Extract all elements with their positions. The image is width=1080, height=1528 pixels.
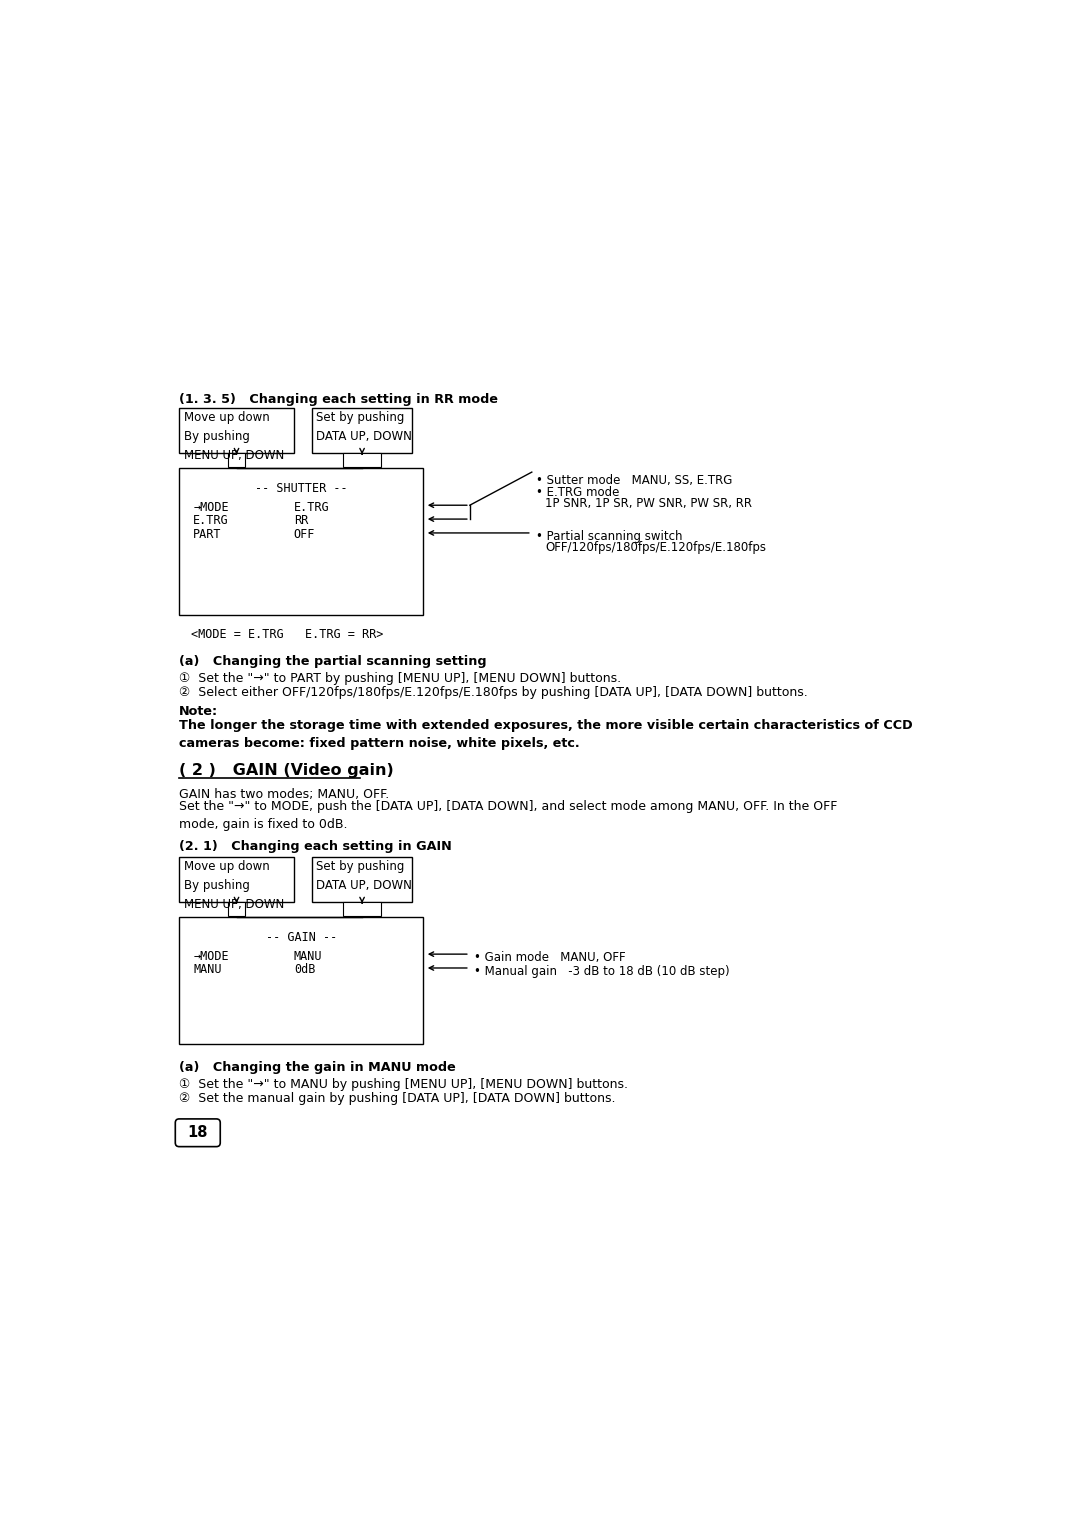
- Bar: [179, 468, 423, 614]
- Bar: [312, 857, 413, 902]
- Text: • Gain mode   MANU, OFF: • Gain mode MANU, OFF: [474, 950, 625, 964]
- Text: OFF/120fps/180fps/E.120fps/E.180fps: OFF/120fps/180fps/E.120fps/E.180fps: [545, 541, 766, 553]
- Text: -- GAIN --: -- GAIN --: [266, 931, 337, 944]
- Text: • Partial scanning switch: • Partial scanning switch: [536, 530, 683, 542]
- Text: Set by pushing
DATA UP, DOWN: Set by pushing DATA UP, DOWN: [316, 411, 413, 443]
- Bar: [179, 917, 423, 1044]
- Text: • Sutter mode   MANU, SS, E.TRG: • Sutter mode MANU, SS, E.TRG: [536, 474, 732, 486]
- Text: Note:: Note:: [179, 706, 218, 718]
- Text: 0dB: 0dB: [294, 963, 315, 976]
- Text: MANU: MANU: [193, 963, 221, 976]
- Text: →MODE: →MODE: [193, 501, 229, 513]
- Text: Set the "→" to MODE, push the [DATA UP], [DATA DOWN], and select mode among MANU: Set the "→" to MODE, push the [DATA UP],…: [179, 801, 838, 831]
- Text: Move up down
By pushing
MENU UP, DOWN: Move up down By pushing MENU UP, DOWN: [184, 860, 284, 911]
- Text: GAIN has two modes; MANU, OFF.: GAIN has two modes; MANU, OFF.: [179, 788, 390, 801]
- Text: -- SHUTTER --: -- SHUTTER --: [255, 483, 348, 495]
- Text: E.TRG: E.TRG: [193, 515, 229, 527]
- Text: (a)   Changing the partial scanning setting: (a) Changing the partial scanning settin…: [179, 656, 487, 668]
- Text: Move up down
By pushing
MENU UP, DOWN: Move up down By pushing MENU UP, DOWN: [184, 411, 284, 463]
- Text: E.TRG: E.TRG: [294, 501, 329, 513]
- Text: MANU: MANU: [294, 949, 322, 963]
- Bar: [228, 452, 245, 466]
- Text: The longer the storage time with extended exposures, the more visible certain ch: The longer the storage time with extende…: [179, 720, 913, 750]
- Text: (1. 3. 5)   Changing each setting in RR mode: (1. 3. 5) Changing each setting in RR mo…: [179, 393, 498, 406]
- Bar: [342, 902, 381, 915]
- Bar: [179, 408, 294, 452]
- Text: • Manual gain   -3 dB to 18 dB (10 dB step): • Manual gain -3 dB to 18 dB (10 dB step…: [474, 964, 729, 978]
- Bar: [342, 452, 381, 466]
- Text: 1P SNR, 1P SR, PW SNR, PW SR, RR: 1P SNR, 1P SR, PW SNR, PW SR, RR: [545, 497, 752, 510]
- Text: PART: PART: [193, 529, 221, 541]
- Text: (a)   Changing the gain in MANU mode: (a) Changing the gain in MANU mode: [179, 1060, 456, 1074]
- Text: ( 2 )   GAIN (Video gain): ( 2 ) GAIN (Video gain): [179, 762, 394, 778]
- Text: (2. 1)   Changing each setting in GAIN: (2. 1) Changing each setting in GAIN: [179, 840, 451, 853]
- Text: 18: 18: [188, 1125, 208, 1140]
- Text: OFF: OFF: [294, 529, 315, 541]
- Text: Set by pushing
DATA UP, DOWN: Set by pushing DATA UP, DOWN: [316, 860, 413, 892]
- FancyBboxPatch shape: [175, 1118, 220, 1146]
- Bar: [312, 408, 413, 452]
- Bar: [228, 902, 245, 915]
- Bar: [179, 857, 294, 902]
- Text: ①  Set the "→" to PART by pushing [MENU UP], [MENU DOWN] buttons.: ① Set the "→" to PART by pushing [MENU U…: [179, 672, 621, 686]
- Text: ②  Set the manual gain by pushing [DATA UP], [DATA DOWN] buttons.: ② Set the manual gain by pushing [DATA U…: [179, 1093, 616, 1105]
- Text: ①  Set the "→" to MANU by pushing [MENU UP], [MENU DOWN] buttons.: ① Set the "→" to MANU by pushing [MENU U…: [179, 1079, 629, 1091]
- Text: <MODE = E.TRG   E.TRG = RR>: <MODE = E.TRG E.TRG = RR>: [191, 628, 383, 642]
- Text: • E.TRG mode: • E.TRG mode: [536, 486, 619, 500]
- Text: RR: RR: [294, 515, 308, 527]
- Text: →MODE: →MODE: [193, 949, 229, 963]
- Text: ②  Select either OFF/120fps/180fps/E.120fps/E.180fps by pushing [DATA UP], [DATA: ② Select either OFF/120fps/180fps/E.120f…: [179, 686, 808, 700]
